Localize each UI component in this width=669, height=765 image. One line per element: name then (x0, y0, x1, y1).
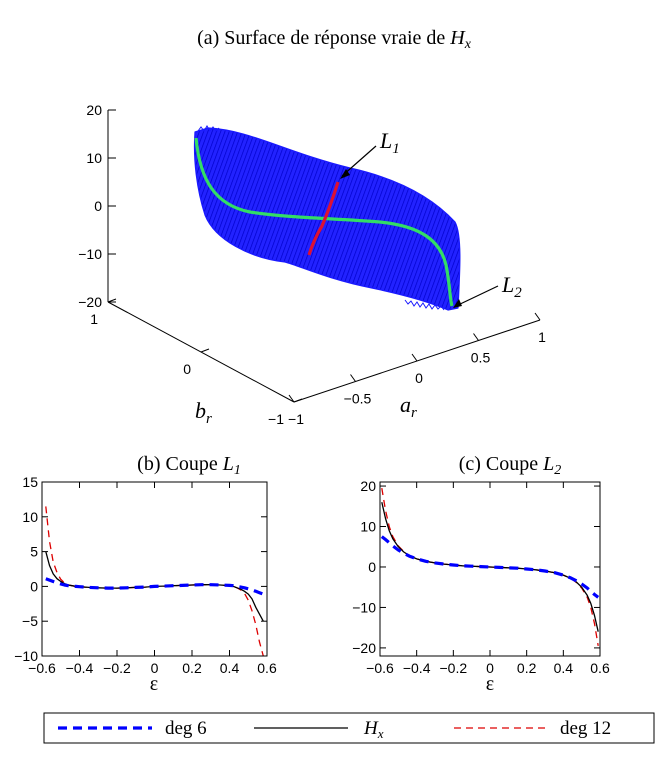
z-tick-label: −20 (78, 294, 102, 310)
annotation-l1: L1 (340, 128, 400, 179)
series-line-deg12 (45, 506, 264, 656)
b-tick-label: −1 (268, 411, 284, 427)
surface-edge-bottom (404, 299, 445, 311)
y-tick-label: 0 (368, 559, 376, 575)
x-tick-label: 0.2 (182, 660, 202, 676)
a-tick-label: 1 (538, 329, 546, 345)
y-tick-label: 5 (30, 544, 38, 560)
legend-label-hx: Hx (363, 718, 384, 741)
a-tick (473, 333, 479, 341)
y-tick-label: 10 (360, 519, 376, 535)
series-line-hx (381, 502, 599, 632)
x-tick-label: −0.6 (366, 660, 394, 676)
x-tick-label: −0.2 (440, 660, 468, 676)
a-tick (534, 312, 541, 321)
y-tick-label: 10 (22, 509, 38, 525)
a-tick (411, 353, 418, 362)
surface-edge-top (197, 125, 220, 132)
z-tick-label: 0 (94, 198, 102, 214)
x-tick-label: 0 (486, 660, 494, 676)
panel-b-plot: −0.6 −0.4 −0.2 0 0.2 0.4 0.6 −10 −5 0 5 10 15 (14, 474, 277, 676)
x-tick-label: 0.6 (590, 660, 610, 676)
panel-b-xlabel: ε (150, 673, 158, 695)
a-tick-label: −0.5 (344, 391, 372, 407)
z-tick-label: −10 (78, 246, 102, 262)
legend-label-deg6: deg 6 (165, 718, 207, 739)
a-tick (350, 374, 356, 382)
b-axis-label: br (195, 398, 212, 427)
b-tick (107, 298, 117, 303)
y-tick-label: 0 (30, 578, 38, 594)
annotation-l2: L2 (453, 272, 522, 308)
series-line-deg6 (45, 577, 264, 596)
panel-b-title: (b) Coupe L1 (137, 453, 241, 478)
b-tick (293, 398, 303, 403)
annotation-l2-label: L2 (501, 272, 522, 301)
y-tick-label: 20 (360, 478, 376, 494)
annotation-l1-label: L1 (379, 128, 400, 157)
panel-a-title: (a) Surface de réponse vraie de Hx (197, 27, 472, 52)
x-tick-label: 0.2 (517, 660, 537, 676)
a-tick (288, 394, 295, 403)
b-tick (200, 348, 210, 353)
y-tick-label: 15 (22, 474, 38, 490)
x-tick-label: −0.4 (66, 660, 94, 676)
a-axis-label: ar (400, 392, 417, 421)
b-tick-label: 1 (90, 311, 98, 327)
x-tick-label: 0.4 (220, 660, 240, 676)
y-tick-label: −5 (22, 613, 38, 629)
x-tick-label: 0.4 (554, 660, 574, 676)
panel-c-xlabel: ε (486, 673, 494, 695)
plot-frame (41, 481, 268, 657)
series-line-deg6 (380, 535, 600, 599)
panel-c-title: (c) Coupe L2 (459, 453, 562, 478)
plot-frame (379, 481, 601, 657)
curve-l1 (307, 181, 340, 256)
x-tick-label: 0.6 (257, 660, 277, 676)
b-tick-label: 0 (183, 361, 191, 377)
y-tick-label: −10 (352, 599, 376, 615)
x-tick-label: −0.4 (403, 660, 431, 676)
x-tick-label: 0 (151, 660, 159, 676)
z-tick-label: 10 (86, 150, 102, 166)
a-tick-label: −1 (288, 411, 304, 427)
legend-label-deg12: deg 12 (560, 718, 611, 739)
curve-l2 (194, 137, 454, 307)
a-tick-label: 0.5 (471, 350, 491, 366)
y-tick-label: −20 (352, 640, 376, 656)
x-tick-label: −0.6 (28, 660, 56, 676)
z-tick-label: 20 (86, 102, 102, 118)
legend-box (43, 712, 655, 744)
legend: deg 6 Hx deg 12 (43, 712, 655, 744)
x-tick-label: −0.2 (103, 660, 131, 676)
panel-c-plot: −0.6 −0.4 −0.2 0 0.2 0.4 0.6 −20 −10 0 10 20 (352, 478, 610, 676)
y-tick-label: −10 (14, 648, 38, 664)
a-tick-label: 0 (415, 370, 423, 386)
